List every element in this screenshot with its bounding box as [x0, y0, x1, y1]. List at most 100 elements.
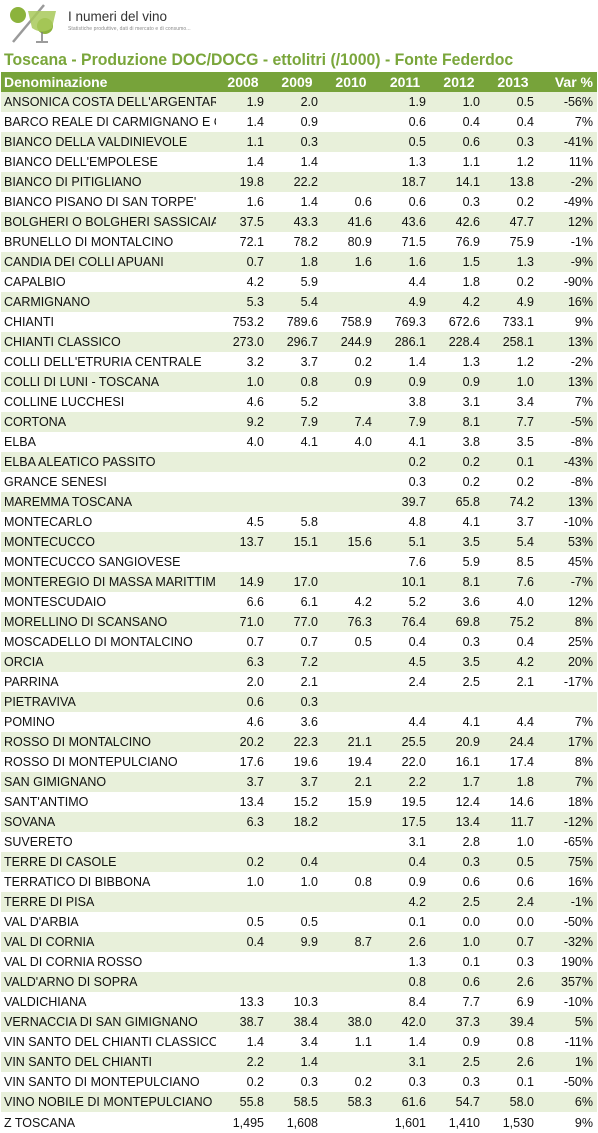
- cell-var: 190%: [540, 952, 597, 972]
- cell-2011: 1.9: [378, 92, 432, 112]
- cell-var: 1%: [540, 1052, 597, 1072]
- table-row: VAL DI CORNIA 0.4 9.9 8.7 2.6 1.0 0.7 -32%: [1, 932, 597, 952]
- cell-2008: [216, 552, 270, 572]
- cell-2009: 1.4: [270, 192, 324, 212]
- wine-glass-percent-logo: [10, 4, 56, 43]
- cell-2010: 1.6: [324, 252, 378, 272]
- cell-2009: 3.4: [270, 1032, 324, 1052]
- cell-2011: 8.4: [378, 992, 432, 1012]
- cell-2012: 1.0: [432, 92, 486, 112]
- cell-var: -1%: [540, 232, 597, 252]
- cell-denominazione: SANT'ANTIMO: [1, 792, 216, 812]
- cell-2010: 80.9: [324, 232, 378, 252]
- cell-var: 8%: [540, 612, 597, 632]
- cell-var: 6%: [540, 1092, 597, 1112]
- cell-denominazione: CHIANTI: [1, 312, 216, 332]
- cell-var: -17%: [540, 672, 597, 692]
- cell-2010: [324, 152, 378, 172]
- cell-denominazione: Z TOSCANA: [1, 1112, 216, 1133]
- cell-2011: 1,601: [378, 1112, 432, 1133]
- cell-2009: [270, 952, 324, 972]
- cell-2012: 5.9: [432, 552, 486, 572]
- cell-2008: 13.7: [216, 532, 270, 552]
- cell-2010: 0.2: [324, 352, 378, 372]
- cell-2010: 41.6: [324, 212, 378, 232]
- cell-var: 45%: [540, 552, 597, 572]
- cell-var: 16%: [540, 872, 597, 892]
- cell-var: -43%: [540, 452, 597, 472]
- cell-2012: 0.2: [432, 472, 486, 492]
- cell-2008: [216, 452, 270, 472]
- cell-2009: 1,608: [270, 1112, 324, 1133]
- table-row: VIN SANTO DEL CHIANTI CLASSICO 1.4 3.4 1.1 1…: [1, 1032, 597, 1052]
- cell-denominazione: MOSCADELLO DI MONTALCINO: [1, 632, 216, 652]
- cell-2008: 0.2: [216, 852, 270, 872]
- cell-denominazione: MONTECARLO: [1, 512, 216, 532]
- cell-var: -41%: [540, 132, 597, 152]
- cell-2010: [324, 472, 378, 492]
- cell-2012: 7.7: [432, 992, 486, 1012]
- cell-var: 12%: [540, 212, 597, 232]
- cell-2011: 0.3: [378, 1072, 432, 1092]
- cell-2011: 1.4: [378, 1032, 432, 1052]
- cell-2013: 14.6: [486, 792, 540, 812]
- cell-2011: 7.6: [378, 552, 432, 572]
- table-row: TERRE DI PISA 4.2 2.5 2.4 -1%: [1, 892, 597, 912]
- cell-2008: 1.4: [216, 1032, 270, 1052]
- cell-2012: 2.5: [432, 1052, 486, 1072]
- cell-2011: 22.0: [378, 752, 432, 772]
- cell-2009: 5.4: [270, 292, 324, 312]
- cell-2013: 0.7: [486, 932, 540, 952]
- cell-2013: 0.0: [486, 912, 540, 932]
- cell-2013: 0.4: [486, 632, 540, 652]
- cell-denominazione: ANSONICA COSTA DELL'ARGENTARIO: [1, 92, 216, 112]
- cell-var: -12%: [540, 812, 597, 832]
- cell-2008: 4.0: [216, 432, 270, 452]
- cell-2010: 1.1: [324, 1032, 378, 1052]
- brand-title: I numeri del vino: [68, 9, 168, 24]
- cell-var: 5%: [540, 1012, 597, 1032]
- cell-denominazione: ELBA: [1, 432, 216, 452]
- cell-2012: 1.5: [432, 252, 486, 272]
- cell-2009: 9.9: [270, 932, 324, 952]
- cell-2012: 228.4: [432, 332, 486, 352]
- cell-2013: 3.4: [486, 392, 540, 412]
- cell-var: -32%: [540, 932, 597, 952]
- cell-2013: 7.6: [486, 572, 540, 592]
- table-row: SUVERETO 3.1 2.8 1.0 -65%: [1, 832, 597, 852]
- cell-denominazione: BRUNELLO DI MONTALCINO: [1, 232, 216, 252]
- table-row: SANT'ANTIMO 13.4 15.2 15.9 19.5 12.4 14.6 18%: [1, 792, 597, 812]
- cell-2010: 76.3: [324, 612, 378, 632]
- cell-var: 11%: [540, 152, 597, 172]
- cell-denominazione: COLLI DELL'ETRURIA CENTRALE: [1, 352, 216, 372]
- cell-2011: 4.5: [378, 652, 432, 672]
- cell-var: -56%: [540, 92, 597, 112]
- cell-2011: 76.4: [378, 612, 432, 632]
- cell-denominazione: BIANCO PISANO DI SAN TORPE': [1, 192, 216, 212]
- cell-2010: 4.0: [324, 432, 378, 452]
- cell-2012: 8.1: [432, 412, 486, 432]
- cell-2010: [324, 912, 378, 932]
- cell-denominazione: PARRINA: [1, 672, 216, 692]
- table-row: BOLGHERI O BOLGHERI SASSICAIA 37.5 43.3 41.…: [1, 212, 597, 232]
- cell-denominazione: VIN SANTO DEL CHIANTI CLASSICO: [1, 1032, 216, 1052]
- cell-2010: 4.2: [324, 592, 378, 612]
- cell-denominazione: POMINO: [1, 712, 216, 732]
- cell-2013: 1.0: [486, 372, 540, 392]
- cell-2009: 789.6: [270, 312, 324, 332]
- cell-2009: 0.3: [270, 132, 324, 152]
- cell-var: 9%: [540, 312, 597, 332]
- table-row: PIETRAVIVA 0.6 0.3: [1, 692, 597, 712]
- table-row: ANSONICA COSTA DELL'ARGENTARIO 1.9 2.0 1.9 1…: [1, 92, 597, 112]
- cell-2012: 3.5: [432, 532, 486, 552]
- cell-2012: 4.1: [432, 712, 486, 732]
- cell-2012: 0.0: [432, 912, 486, 932]
- cell-2010: 0.8: [324, 872, 378, 892]
- table-row: Z TOSCANA 1,495 1,608 1,601 1,410 1,530 9%: [1, 1112, 597, 1133]
- cell-denominazione: MORELLINO DI SCANSANO: [1, 612, 216, 632]
- cell-2010: [324, 952, 378, 972]
- cell-denominazione: ROSSO DI MONTEPULCIANO: [1, 752, 216, 772]
- cell-var: -8%: [540, 432, 597, 452]
- cell-2012: 2.5: [432, 892, 486, 912]
- cell-2011: 4.9: [378, 292, 432, 312]
